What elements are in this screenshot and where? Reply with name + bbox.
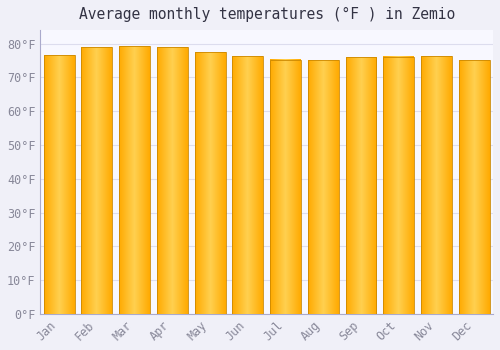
Bar [157, 47, 188, 314]
Bar [458, 61, 490, 314]
Title: Average monthly temperatures (°F ) in Zemio: Average monthly temperatures (°F ) in Ze… [78, 7, 455, 22]
Bar [82, 47, 112, 314]
Bar [194, 52, 226, 314]
Bar [421, 56, 452, 314]
Bar [308, 61, 338, 314]
Bar [270, 60, 301, 314]
Bar [384, 57, 414, 314]
Bar [44, 55, 74, 314]
Bar [119, 46, 150, 314]
Bar [232, 56, 264, 314]
Bar [346, 57, 376, 314]
